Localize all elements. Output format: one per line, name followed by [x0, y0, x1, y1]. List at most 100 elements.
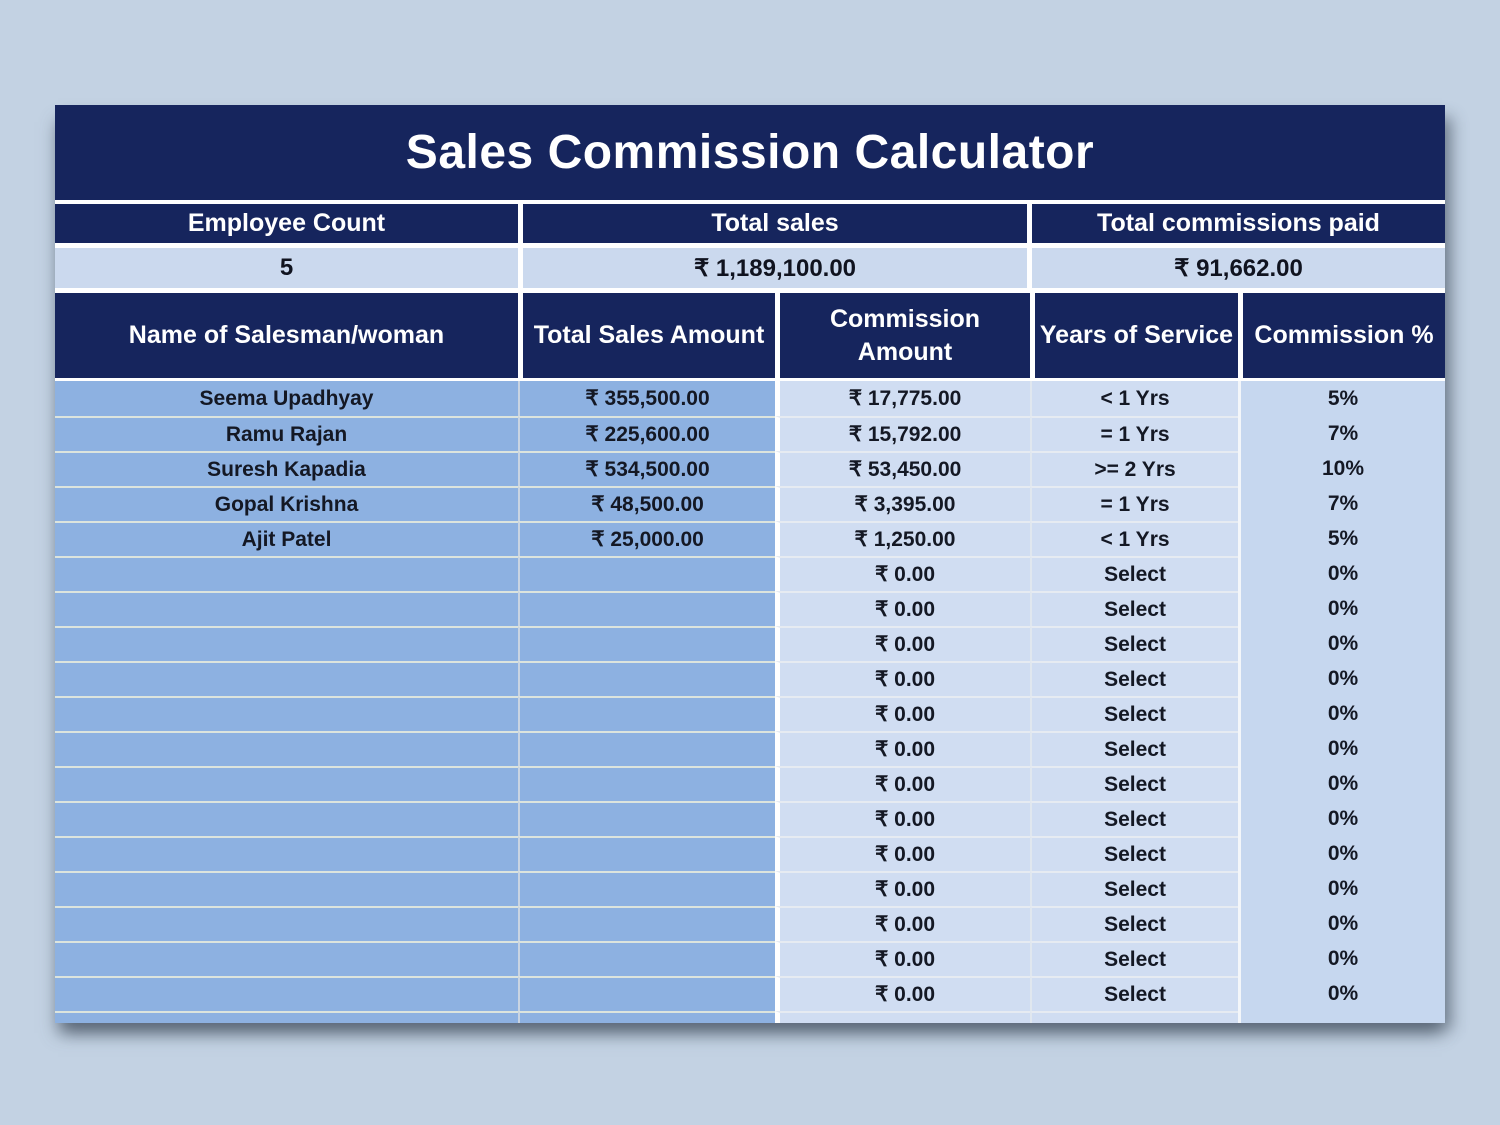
commission-pct-cell: 0%: [1238, 941, 1445, 976]
commission-pct-cell: 7%: [1238, 416, 1445, 451]
employee-count-label: Employee Count: [55, 204, 518, 243]
total-sales-amount-cell[interactable]: ₹ 48,500.00: [518, 486, 775, 521]
commission-pct-cell: 10%: [1238, 451, 1445, 486]
commission-amount-cell: ₹ 0.00: [775, 801, 1030, 836]
total-sales-amount-cell[interactable]: [518, 556, 775, 591]
years-of-service-select[interactable]: Select: [1030, 976, 1238, 1011]
commission-amount-cell: ₹ 0.00: [775, 941, 1030, 976]
salesman-name-cell[interactable]: [55, 766, 518, 801]
total-sales-amount-cell[interactable]: ₹ 25,000.00: [518, 521, 775, 556]
table-row: ₹ 0.00 Select 0%: [55, 871, 1445, 906]
years-of-service-select[interactable]: Select: [1030, 906, 1238, 941]
salesman-name-cell[interactable]: [55, 696, 518, 731]
total-sales-amount-cell[interactable]: [518, 941, 775, 976]
total-sales-amount-cell[interactable]: [518, 731, 775, 766]
table-row: ₹ 0.00 Select 0%: [55, 696, 1445, 731]
total-commissions-value: ₹ 91,662.00: [1027, 248, 1445, 288]
salesman-name-cell[interactable]: Gopal Krishna: [55, 486, 518, 521]
commission-pct-cell: 5%: [1238, 521, 1445, 556]
commission-amount-cell: ₹ 0.00: [775, 906, 1030, 941]
total-sales-amount-cell[interactable]: [518, 696, 775, 731]
years-of-service-select[interactable]: Select: [1030, 661, 1238, 696]
total-sales-amount-cell[interactable]: ₹ 355,500.00: [518, 381, 775, 416]
years-of-service-select[interactable]: = 1 Yrs: [1030, 486, 1238, 521]
total-sales-amount-cell[interactable]: ₹ 225,600.00: [518, 416, 775, 451]
years-of-service-select[interactable]: Select: [1030, 591, 1238, 626]
years-of-service-select[interactable]: >= 2 Yrs: [1030, 451, 1238, 486]
commission-amount-cell: ₹ 0.00: [775, 731, 1030, 766]
table-row: ₹ 0.00 Select 0%: [55, 731, 1445, 766]
page-title: Sales Commission Calculator: [405, 126, 1095, 179]
table-row: Ajit Patel ₹ 25,000.00 ₹ 1,250.00 < 1 Yr…: [55, 521, 1445, 556]
total-sales-amount-cell[interactable]: [518, 906, 775, 941]
salesman-name-cell[interactable]: Suresh Kapadia: [55, 451, 518, 486]
salesman-name-cell[interactable]: [55, 556, 518, 591]
commission-pct-cell: 0%: [1238, 731, 1445, 766]
years-of-service-select[interactable]: Select: [1030, 871, 1238, 906]
table-body: Seema Upadhyay ₹ 355,500.00 ₹ 17,775.00 …: [55, 381, 1445, 1023]
salesman-name-cell[interactable]: [55, 626, 518, 661]
years-of-service-select[interactable]: Select: [1030, 766, 1238, 801]
salesman-name-cell[interactable]: Ramu Rajan: [55, 416, 518, 451]
years-of-service-select[interactable]: Select: [1030, 556, 1238, 591]
salesman-name-cell[interactable]: [55, 836, 518, 871]
salesman-name-cell[interactable]: [55, 801, 518, 836]
commission-amount-cell: ₹ 0.00: [775, 976, 1030, 1011]
salesman-name-cell[interactable]: Seema Upadhyay: [55, 381, 518, 416]
commission-pct-cell: 0%: [1238, 801, 1445, 836]
salesman-name-cell[interactable]: Ajit Patel: [55, 521, 518, 556]
years-of-service-select[interactable]: < 1 Yrs: [1030, 521, 1238, 556]
commission-pct-cell: 0%: [1238, 906, 1445, 941]
salesman-name-cell[interactable]: [55, 941, 518, 976]
total-sales-value: ₹ 1,189,100.00: [518, 248, 1027, 288]
table-row: ₹ 0.00 Select 0%: [55, 941, 1445, 976]
years-of-service-select[interactable]: [1030, 1011, 1238, 1023]
years-of-service-select[interactable]: Select: [1030, 801, 1238, 836]
calculator-panel: Sales Commission Calculator Employee Cou…: [55, 105, 1445, 1023]
commission-amount-cell: ₹ 0.00: [775, 591, 1030, 626]
total-sales-amount-cell[interactable]: [518, 871, 775, 906]
commission-amount-cell: ₹ 0.00: [775, 696, 1030, 731]
col-header-commission-amount: Commission Amount: [775, 293, 1030, 378]
years-of-service-select[interactable]: Select: [1030, 696, 1238, 731]
table-row: ₹ 0.00 Select 0%: [55, 661, 1445, 696]
col-header-years-of-service: Years of Service: [1030, 293, 1238, 378]
total-sales-amount-cell[interactable]: [518, 1011, 775, 1023]
years-of-service-select[interactable]: Select: [1030, 731, 1238, 766]
commission-amount-cell: ₹ 0.00: [775, 766, 1030, 801]
total-sales-amount-cell[interactable]: [518, 976, 775, 1011]
years-of-service-select[interactable]: Select: [1030, 836, 1238, 871]
salesman-name-cell[interactable]: [55, 661, 518, 696]
table-row-partial: [55, 1011, 1445, 1023]
table-row: Suresh Kapadia ₹ 534,500.00 ₹ 53,450.00 …: [55, 451, 1445, 486]
summary-header-row: Employee Count Total sales Total commiss…: [55, 204, 1445, 243]
summary-value-row: 5 ₹ 1,189,100.00 ₹ 91,662.00: [55, 248, 1445, 288]
salesman-name-cell[interactable]: [55, 1011, 518, 1023]
total-commissions-label: Total commissions paid: [1027, 204, 1445, 243]
table-row: ₹ 0.00 Select 0%: [55, 591, 1445, 626]
total-sales-amount-cell[interactable]: [518, 836, 775, 871]
salesman-name-cell[interactable]: [55, 591, 518, 626]
table-row: ₹ 0.00 Select 0%: [55, 626, 1445, 661]
salesman-name-cell[interactable]: [55, 871, 518, 906]
total-sales-amount-cell[interactable]: [518, 766, 775, 801]
years-of-service-select[interactable]: < 1 Yrs: [1030, 381, 1238, 416]
total-sales-amount-cell[interactable]: [518, 626, 775, 661]
salesman-name-cell[interactable]: [55, 731, 518, 766]
years-of-service-select[interactable]: Select: [1030, 941, 1238, 976]
total-sales-amount-cell[interactable]: [518, 801, 775, 836]
commission-pct-cell: 0%: [1238, 696, 1445, 731]
commission-pct-cell: 5%: [1238, 381, 1445, 416]
title-bar: Sales Commission Calculator: [55, 105, 1445, 200]
years-of-service-select[interactable]: Select: [1030, 626, 1238, 661]
total-sales-amount-cell[interactable]: ₹ 534,500.00: [518, 451, 775, 486]
commission-pct-cell: 7%: [1238, 486, 1445, 521]
table-row: ₹ 0.00 Select 0%: [55, 836, 1445, 871]
salesman-name-cell[interactable]: [55, 906, 518, 941]
total-sales-amount-cell[interactable]: [518, 661, 775, 696]
total-sales-amount-cell[interactable]: [518, 591, 775, 626]
salesman-name-cell[interactable]: [55, 976, 518, 1011]
commission-amount-cell: ₹ 0.00: [775, 556, 1030, 591]
years-of-service-select[interactable]: = 1 Yrs: [1030, 416, 1238, 451]
commission-pct-cell: 0%: [1238, 766, 1445, 801]
